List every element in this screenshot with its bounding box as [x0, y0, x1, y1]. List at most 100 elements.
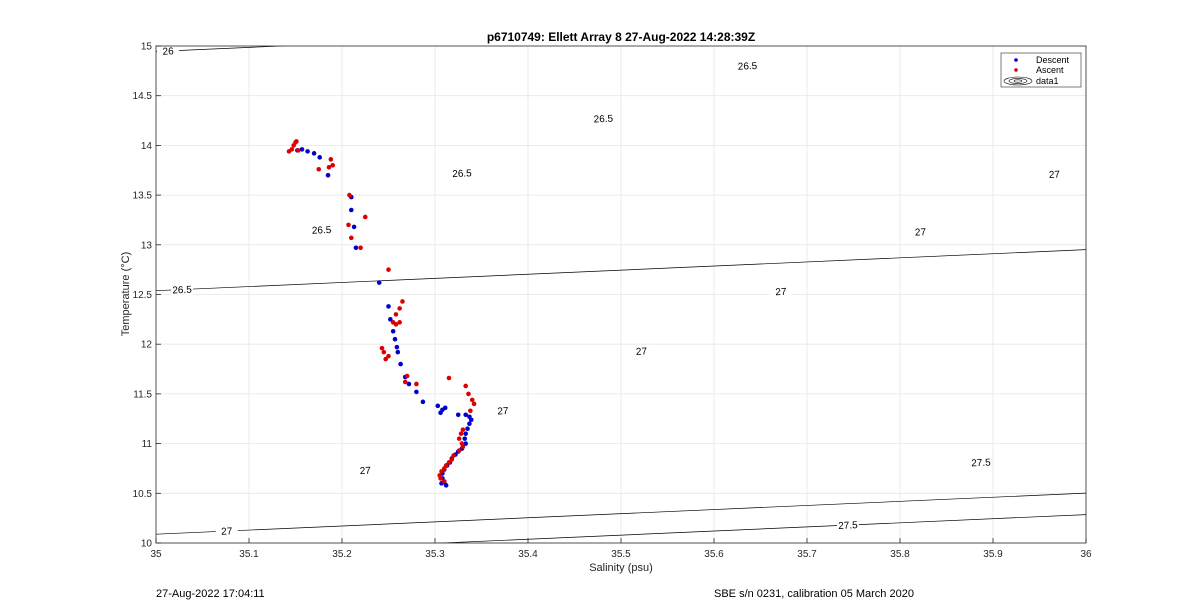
ascent-point	[460, 444, 466, 449]
y-tick-label: 10.5	[133, 489, 153, 500]
descent-point	[455, 412, 461, 418]
ascent-point	[349, 235, 354, 241]
contour-label-bg	[1043, 167, 1066, 181]
descent-point	[388, 317, 393, 322]
contour-label-bg	[491, 404, 515, 418]
ascent-point	[393, 312, 399, 317]
contour-label: 27	[636, 346, 648, 357]
ascent-point	[400, 299, 405, 304]
y-tick-label: 10	[141, 539, 153, 550]
x-tick-label: 35.1	[239, 549, 259, 560]
x-axis-ticks: 35 35.1 35.2 35.3 35.4 35.5 35.6 35.7 35.8 35.9 36	[150, 538, 1092, 560]
contour-label-bg	[215, 524, 238, 538]
contour-label-bg	[353, 463, 377, 477]
ascent-point	[362, 214, 368, 220]
descent-point	[353, 245, 359, 251]
y-tick-label: 13.5	[133, 191, 153, 202]
ascent-point	[328, 157, 334, 162]
contour-label-bg	[592, 112, 615, 126]
contour-label-bg	[769, 285, 793, 298]
x-tick-label: 35.8	[890, 549, 910, 560]
ascent-point	[414, 381, 419, 387]
legend-ascent-label: Ascent	[1036, 65, 1064, 75]
contour-label: 27	[221, 526, 233, 537]
density-contours: 26 26.5 26.5 26.5 26.5 26.5 27 27 27 27 27 27 27 27.5…	[156, 44, 1086, 543]
x-tick-label: 35.5	[611, 549, 631, 560]
contour-label: 27	[915, 227, 927, 238]
ascent-point	[381, 349, 387, 355]
descent-point	[390, 328, 396, 334]
ascent-point	[330, 162, 336, 168]
contour-label: 27.5	[971, 458, 991, 470]
contour-label-bg	[156, 44, 180, 58]
descent-point	[463, 441, 468, 446]
chart-title: p6710749: Ellett Array 8 27-Aug-2022 14:…	[487, 30, 755, 44]
descent-point	[317, 155, 322, 160]
descent-point	[325, 172, 331, 178]
y-tick-label: 11.5	[133, 389, 152, 400]
x-tick-label: 35.4	[518, 549, 538, 560]
contour-label-bg	[450, 166, 474, 180]
y-tick-label: 13	[141, 240, 153, 251]
descent-point	[394, 344, 400, 350]
contour-label-bg	[909, 225, 932, 239]
descent-point	[435, 403, 441, 409]
x-axis-label: Salinity (psu)	[589, 562, 653, 574]
descent-point	[465, 426, 470, 431]
legend-descent-label: Descent	[1036, 55, 1070, 65]
contour-label: 26.5	[738, 61, 758, 73]
descent-point	[386, 304, 391, 309]
y-axis-label: Temperature (°C)	[120, 252, 132, 336]
ascent-point	[442, 466, 447, 471]
ascent-point	[439, 469, 444, 474]
ascent-point	[456, 436, 462, 441]
ascent-point	[466, 391, 471, 397]
descent-point	[467, 421, 472, 427]
ascent-point	[458, 431, 464, 436]
ascent-point	[289, 147, 295, 152]
ascent-point	[397, 306, 402, 311]
ascent-point	[383, 356, 389, 362]
contour-label: 27	[497, 406, 509, 417]
isopycnal-line-27	[156, 492, 1086, 535]
x-tick-label: 35.2	[332, 549, 352, 560]
ascent-point	[346, 222, 351, 228]
ascent-point	[295, 148, 301, 153]
descent-point	[311, 151, 317, 156]
contour-label-bg	[836, 518, 860, 532]
descent-point	[463, 412, 468, 418]
ascent-point	[451, 453, 456, 458]
isopycnal-line-26-5	[156, 249, 1086, 292]
ascent-point	[347, 192, 352, 198]
x-tick-label: 36	[1080, 549, 1092, 560]
contour-label-bg	[310, 223, 333, 237]
contour-label-bg	[630, 344, 653, 358]
contour-label-bg	[736, 59, 759, 73]
descent-point	[395, 349, 401, 355]
y-tick-label: 11	[142, 439, 153, 450]
descent-point	[376, 280, 382, 285]
ascent-point	[471, 401, 477, 407]
ascent-point	[402, 379, 408, 385]
contour-label-bg	[969, 456, 993, 469]
ascent-point	[449, 457, 455, 462]
descent-point	[299, 147, 305, 152]
legend-descent-marker	[1014, 58, 1018, 62]
y-axis-ticks: 10 10.5 11 11.5 12 12.5 13 13.5 14 14.5 15	[133, 42, 161, 550]
ascent-point	[386, 267, 391, 272]
contour-label: 27	[1049, 169, 1061, 180]
grid	[156, 46, 1086, 543]
data-points	[286, 139, 477, 488]
y-tick-label: 14.5	[133, 91, 153, 102]
descent-point	[406, 381, 412, 387]
descent-point	[462, 436, 468, 441]
y-tick-label: 15	[141, 42, 153, 53]
ascent-point	[316, 166, 322, 172]
descent-point	[414, 389, 419, 395]
legend-contour-icon	[1003, 76, 1033, 86]
descent-point	[398, 361, 403, 367]
ascent-point	[446, 460, 452, 465]
ascent-point	[404, 373, 410, 379]
ascent-point	[460, 427, 466, 432]
ascent-point	[446, 375, 452, 381]
